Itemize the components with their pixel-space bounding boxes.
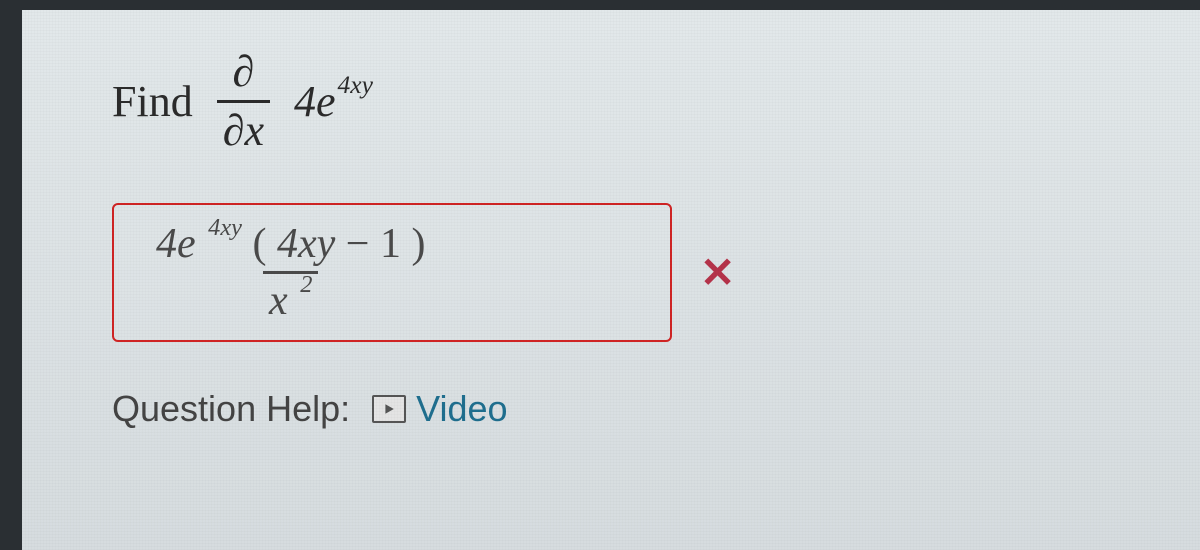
video-icon [372, 395, 406, 423]
answer-numerator: 4e 4xy ( 4xy − 1 ) [150, 223, 431, 271]
incorrect-icon: ✕ [700, 248, 735, 298]
answer-open-paren: ( [252, 221, 266, 267]
video-help-label: Video [416, 388, 507, 430]
answer-row: 4e 4xy ( 4xy − 1 ) x 2 ✕ [112, 203, 1160, 342]
question-help-row: Question Help: Video [112, 388, 1160, 430]
answer-paren-minus: − [346, 221, 370, 267]
answer-num-exponent: 4xy [208, 214, 242, 241]
answer-close-paren: ) [411, 221, 425, 267]
partial-numerator: ∂ [226, 50, 260, 100]
answer-denominator: x 2 [263, 271, 318, 322]
function-exponent: 4xy [338, 70, 373, 100]
problem-statement: Find ∂ ∂x 4e 4xy [112, 50, 1160, 153]
answer-paren-a: 4xy [277, 221, 335, 267]
answer-paren-b: 1 [380, 221, 401, 267]
partial-denominator: ∂x [217, 100, 270, 153]
question-panel: Find ∂ ∂x 4e 4xy 4e 4xy ( 4xy − 1 ) [0, 0, 1200, 550]
partial-derivative-fraction: ∂ ∂x [217, 50, 270, 153]
answer-den-base: x [269, 278, 288, 324]
function-expression: 4e 4xy [294, 76, 373, 127]
answer-fraction: 4e 4xy ( 4xy − 1 ) x 2 [150, 223, 431, 322]
question-help-label: Question Help: [112, 388, 350, 430]
answer-den-power: 2 [300, 271, 312, 298]
video-help-link[interactable]: Video [372, 388, 507, 430]
answer-input[interactable]: 4e 4xy ( 4xy − 1 ) x 2 [112, 203, 672, 342]
find-label: Find [112, 76, 193, 127]
function-coeff: 4e [294, 76, 336, 127]
answer-num-coeff: 4e [156, 221, 196, 267]
